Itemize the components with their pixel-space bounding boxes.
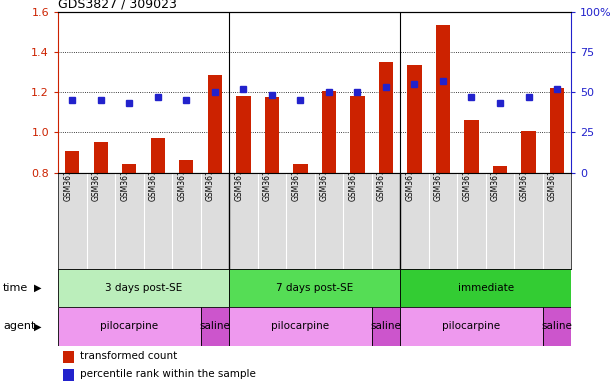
Bar: [208, 75, 222, 173]
Bar: [200, 307, 229, 346]
Text: GSM367539: GSM367539: [291, 154, 301, 201]
Bar: [371, 307, 400, 346]
Text: time: time: [3, 283, 28, 293]
Bar: [65, 151, 79, 173]
Bar: [63, 369, 75, 381]
Bar: [521, 131, 536, 173]
Text: GSM367719: GSM367719: [377, 154, 386, 201]
Text: GSM367551: GSM367551: [519, 154, 529, 201]
Bar: [229, 307, 371, 346]
Bar: [464, 121, 478, 173]
Bar: [493, 166, 507, 173]
Text: pilocarpine: pilocarpine: [442, 321, 500, 331]
Text: pilocarpine: pilocarpine: [271, 321, 329, 331]
Text: GSM367536: GSM367536: [235, 154, 243, 201]
Bar: [151, 137, 165, 173]
Bar: [293, 164, 307, 173]
Bar: [400, 269, 571, 307]
Bar: [63, 351, 75, 363]
Text: GSM367540: GSM367540: [320, 154, 329, 201]
Text: GSM367545: GSM367545: [406, 154, 414, 201]
Text: pilocarpine: pilocarpine: [100, 321, 158, 331]
Text: GSM367527: GSM367527: [64, 154, 72, 201]
Bar: [379, 62, 393, 173]
Text: GSM367548: GSM367548: [463, 154, 472, 201]
Bar: [58, 269, 229, 307]
Bar: [93, 142, 108, 173]
Text: GSM367546: GSM367546: [434, 154, 443, 201]
Text: GSM367549: GSM367549: [491, 154, 500, 201]
Text: GSM367532: GSM367532: [149, 154, 158, 201]
Bar: [322, 91, 336, 173]
Text: GSM367721: GSM367721: [548, 154, 557, 201]
Text: 3 days post-SE: 3 days post-SE: [105, 283, 182, 293]
Text: ▶: ▶: [34, 321, 41, 331]
Text: saline: saline: [541, 321, 573, 331]
Bar: [350, 96, 365, 173]
Text: saline: saline: [199, 321, 230, 331]
Text: GSM367531: GSM367531: [120, 154, 130, 201]
Text: GSM367538: GSM367538: [263, 154, 272, 201]
Text: GSM367541: GSM367541: [348, 154, 357, 201]
Bar: [229, 269, 400, 307]
Bar: [122, 164, 136, 173]
Text: saline: saline: [370, 321, 401, 331]
Bar: [400, 307, 543, 346]
Bar: [179, 160, 194, 173]
Bar: [436, 25, 450, 173]
Text: GSM367534: GSM367534: [177, 154, 186, 201]
Text: GSM367718: GSM367718: [206, 154, 215, 201]
Bar: [550, 88, 564, 173]
Text: transformed count: transformed count: [79, 351, 177, 361]
Text: GSM367528: GSM367528: [92, 154, 101, 201]
Text: percentile rank within the sample: percentile rank within the sample: [79, 369, 255, 379]
Text: agent: agent: [3, 321, 35, 331]
Bar: [408, 65, 422, 173]
Text: 7 days post-SE: 7 days post-SE: [276, 283, 353, 293]
Bar: [236, 96, 251, 173]
Bar: [58, 307, 200, 346]
Bar: [543, 307, 571, 346]
Text: GDS3827 / 309023: GDS3827 / 309023: [58, 0, 177, 10]
Bar: [265, 97, 279, 173]
Text: ▶: ▶: [34, 283, 41, 293]
Text: immediate: immediate: [458, 283, 514, 293]
